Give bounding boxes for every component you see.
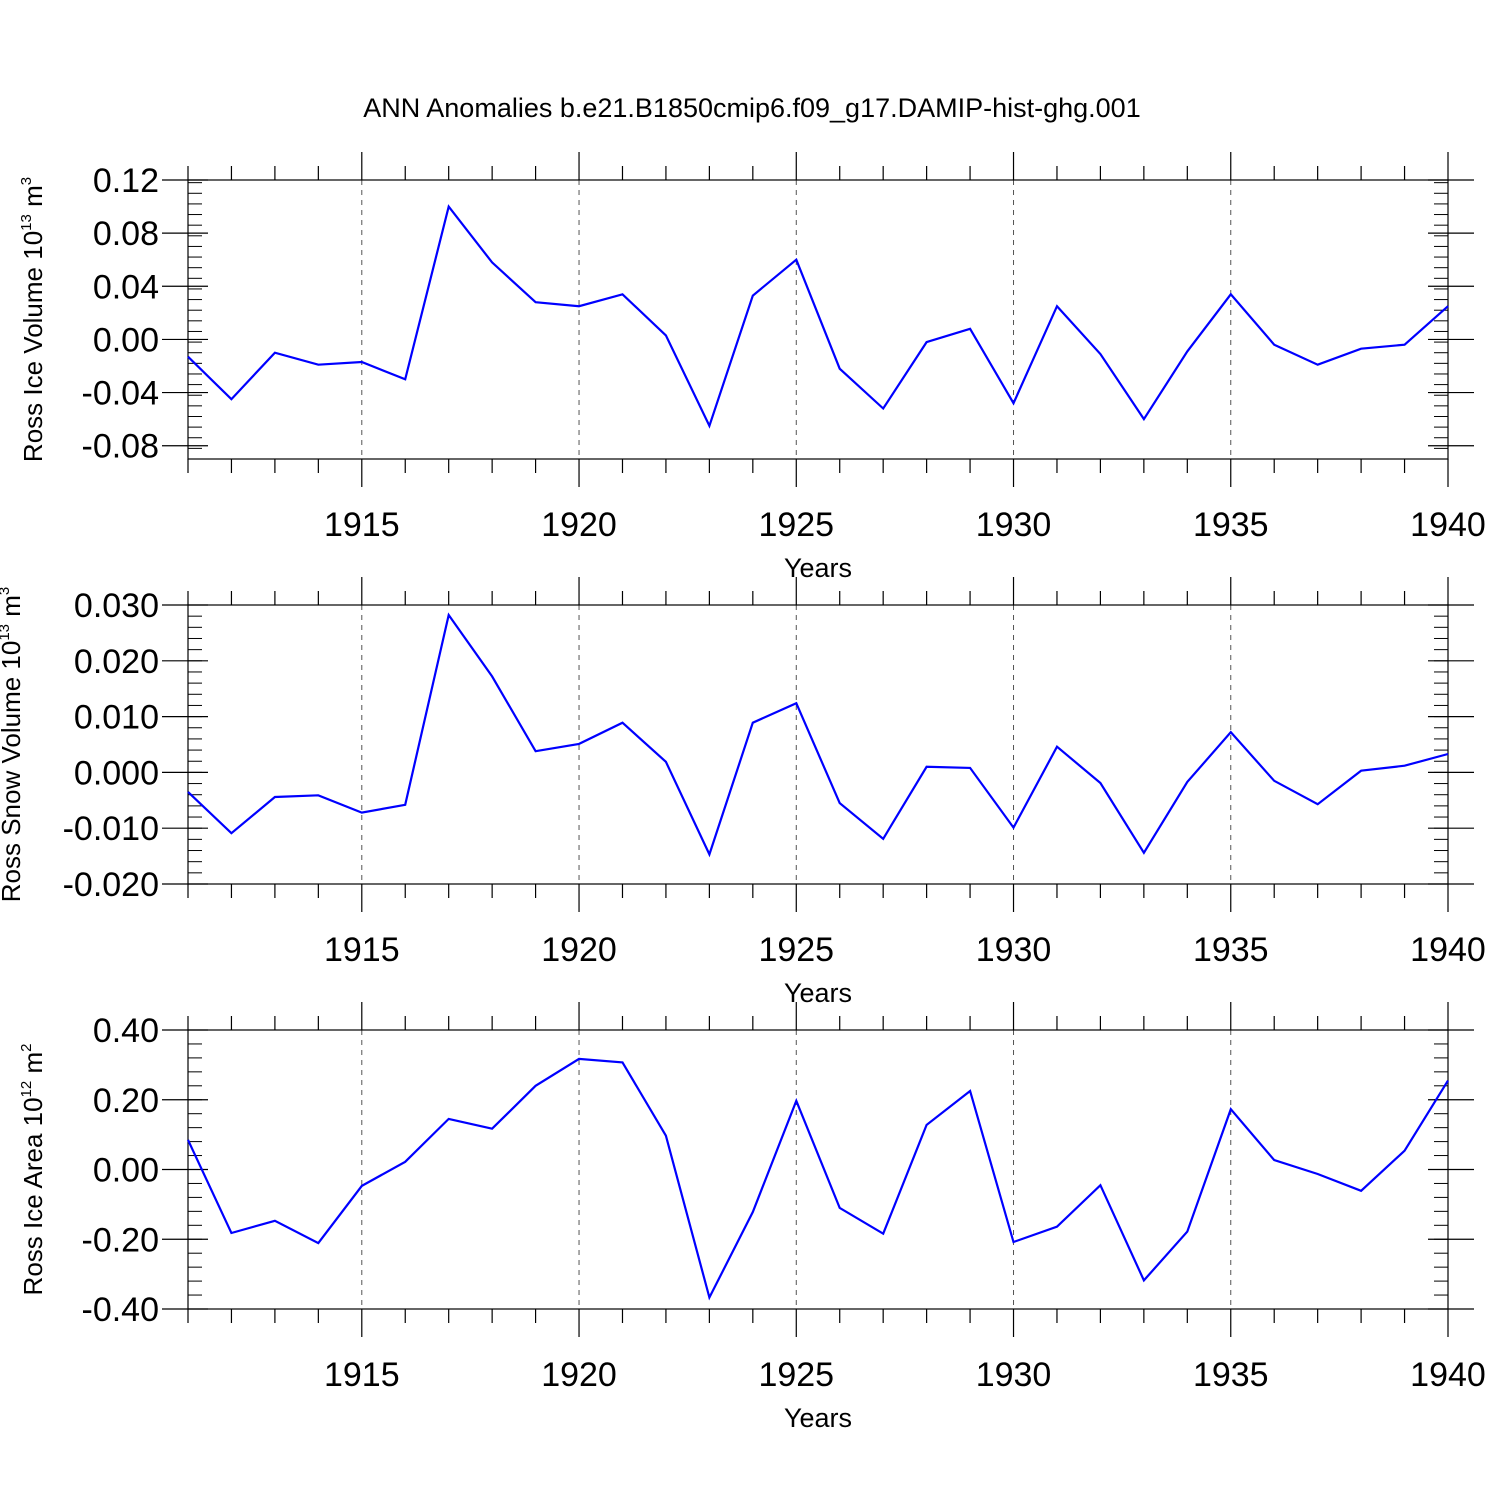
x-tick-label: 1940 (1410, 506, 1486, 544)
x-tick-label: 1915 (324, 931, 400, 969)
x-axis-label: Years (784, 553, 852, 583)
y-tick-label: -0.08 (82, 428, 160, 466)
x-tick-label: 1925 (758, 1356, 834, 1394)
y-tick-label: -0.020 (63, 866, 159, 904)
x-tick-label: 1915 (324, 506, 400, 544)
x-tick-label: 1930 (976, 1356, 1052, 1394)
x-axis-label: Years (784, 978, 852, 1008)
x-tick-label: 1940 (1410, 1356, 1486, 1394)
panel-1: 1915 1920 1925 1930 1935 1940 Years -0.08 -0.04 0… (18, 152, 1486, 583)
series-line (187, 612, 1449, 858)
y-tick-label: 0.12 (93, 162, 159, 200)
x-tick-label: 1935 (1193, 506, 1269, 544)
x-tick-label: 1925 (758, 506, 834, 544)
x-axis-label: Years (784, 1403, 852, 1433)
series-line (187, 1057, 1449, 1301)
y-tick-label: -0.40 (82, 1291, 160, 1329)
y-tick-label: 0.00 (93, 1152, 159, 1190)
x-tick-label: 1915 (324, 1356, 400, 1394)
x-tick-label: 1930 (976, 931, 1052, 969)
x-tick-label: 1940 (1410, 931, 1486, 969)
y-tick-label: 0.04 (93, 268, 159, 306)
y-axis-label: Ross Snow Volume 1013 m3 (0, 587, 26, 903)
x-tick-label: 1930 (976, 506, 1052, 544)
x-tick-label: 1935 (1193, 1356, 1269, 1394)
y-tick-label: 0.08 (93, 215, 159, 253)
y-tick-label: -0.04 (82, 375, 160, 413)
x-tick-label: 1925 (758, 931, 834, 969)
x-tick-label: 1920 (541, 1356, 617, 1394)
y-tick-label: 0.020 (74, 643, 159, 681)
series-line (187, 204, 1449, 429)
y-tick-label: -0.010 (63, 810, 159, 848)
plot-frame (187, 1029, 1449, 1310)
panel-3: 1915 1920 1925 1930 1935 1940 Years -0.40 -0.20 0… (18, 1002, 1486, 1433)
chart-title: ANN Anomalies b.e21.B1850cmip6.f09_g17.D… (363, 93, 1140, 123)
y-axis-label: Ross Ice Volume 1013 m3 (18, 177, 48, 462)
y-tick-label: 0.40 (93, 1012, 159, 1050)
y-tick-label: 0.000 (74, 754, 159, 792)
x-tick-label: 1920 (541, 506, 617, 544)
y-tick-label: 0.030 (74, 587, 159, 625)
y-tick-label: 0.010 (74, 699, 159, 737)
plot-frame (187, 604, 1449, 885)
x-tick-label: 1920 (541, 931, 617, 969)
y-tick-label: -0.20 (82, 1221, 160, 1259)
panel-2: 1915 1920 1925 1930 1935 1940 Years -0.020 -0.01… (0, 577, 1486, 1008)
y-tick-label: 0.00 (93, 321, 159, 359)
y-tick-label: 0.20 (93, 1082, 159, 1120)
x-tick-label: 1935 (1193, 931, 1269, 969)
y-axis-label: Ross Ice Area 1012 m2 (18, 1044, 48, 1296)
plot-frame (187, 179, 1449, 460)
